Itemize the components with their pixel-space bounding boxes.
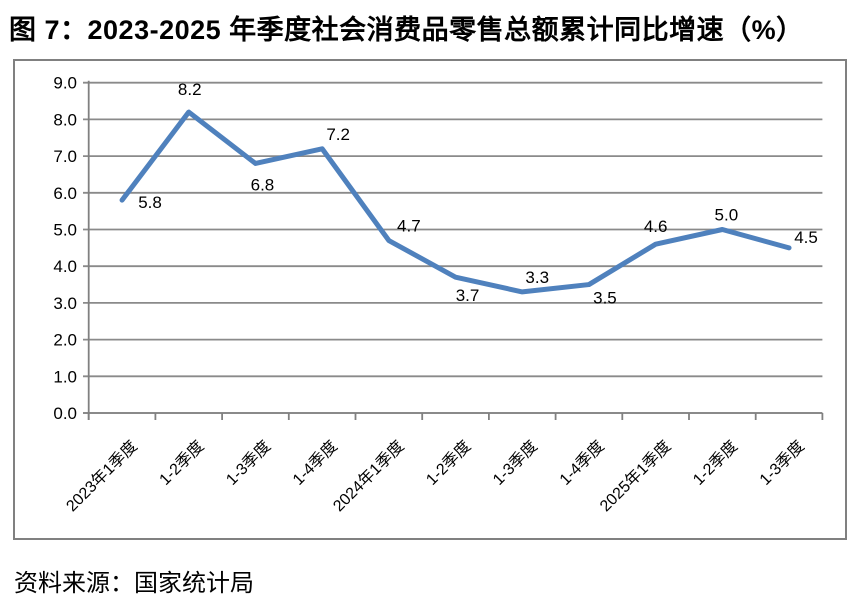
x-category-label: 1-3季度 bbox=[756, 437, 808, 489]
data-label: 6.8 bbox=[251, 175, 275, 194]
data-label: 3.3 bbox=[525, 268, 549, 287]
data-label: 4.6 bbox=[644, 217, 668, 236]
page-title: 图 7：2023-2025 年季度社会消费品零售总额累计同比增速（%） bbox=[9, 15, 804, 45]
x-category-label: 1-4季度 bbox=[556, 437, 608, 489]
data-label: 4.5 bbox=[794, 228, 818, 247]
data-label: 5.0 bbox=[715, 206, 739, 225]
x-category-label: 1-4季度 bbox=[289, 437, 341, 489]
x-category-label: 1-3季度 bbox=[223, 437, 275, 489]
x-category-label: 1-3季度 bbox=[489, 437, 541, 489]
x-category-label: 1-2季度 bbox=[423, 437, 475, 489]
x-category-label: 2025年1季度 bbox=[596, 437, 674, 515]
y-tick-label: 9.0 bbox=[53, 74, 77, 93]
data-label: 7.2 bbox=[326, 125, 350, 144]
y-tick-label: 0.0 bbox=[53, 404, 77, 423]
data-label: 4.7 bbox=[397, 217, 421, 236]
data-label: 8.2 bbox=[178, 80, 202, 99]
data-label: 3.5 bbox=[593, 289, 617, 308]
chart-frame: 0.0 1.0 2.0 3.0 4.0 5.0 6.0 7.0 8.0 9.0 5.8 8.2 6.8 7… bbox=[13, 59, 847, 540]
source-note: 资料来源：国家统计局 bbox=[14, 570, 254, 597]
y-tick-label: 8.0 bbox=[53, 110, 77, 129]
x-category-label: 1-2季度 bbox=[156, 437, 208, 489]
y-tick-label: 4.0 bbox=[53, 257, 77, 276]
data-label: 5.8 bbox=[138, 193, 162, 212]
x-category-label: 2024年1季度 bbox=[330, 437, 408, 515]
x-category-label: 2023年1季度 bbox=[63, 437, 141, 515]
data-label: 3.7 bbox=[456, 286, 480, 305]
x-category-label: 1-2季度 bbox=[689, 437, 741, 489]
y-tick-label: 1.0 bbox=[53, 367, 77, 386]
y-tick-label: 3.0 bbox=[53, 294, 77, 313]
trend-line bbox=[119, 109, 792, 295]
y-tick-label: 2.0 bbox=[53, 331, 77, 350]
y-tick-label: 5.0 bbox=[53, 221, 77, 240]
line-chart: 0.0 1.0 2.0 3.0 4.0 5.0 6.0 7.0 8.0 9.0 5.8 8.2 6.8 7… bbox=[53, 74, 824, 515]
y-tick-label: 7.0 bbox=[53, 147, 77, 166]
y-tick-label: 6.0 bbox=[53, 184, 77, 203]
